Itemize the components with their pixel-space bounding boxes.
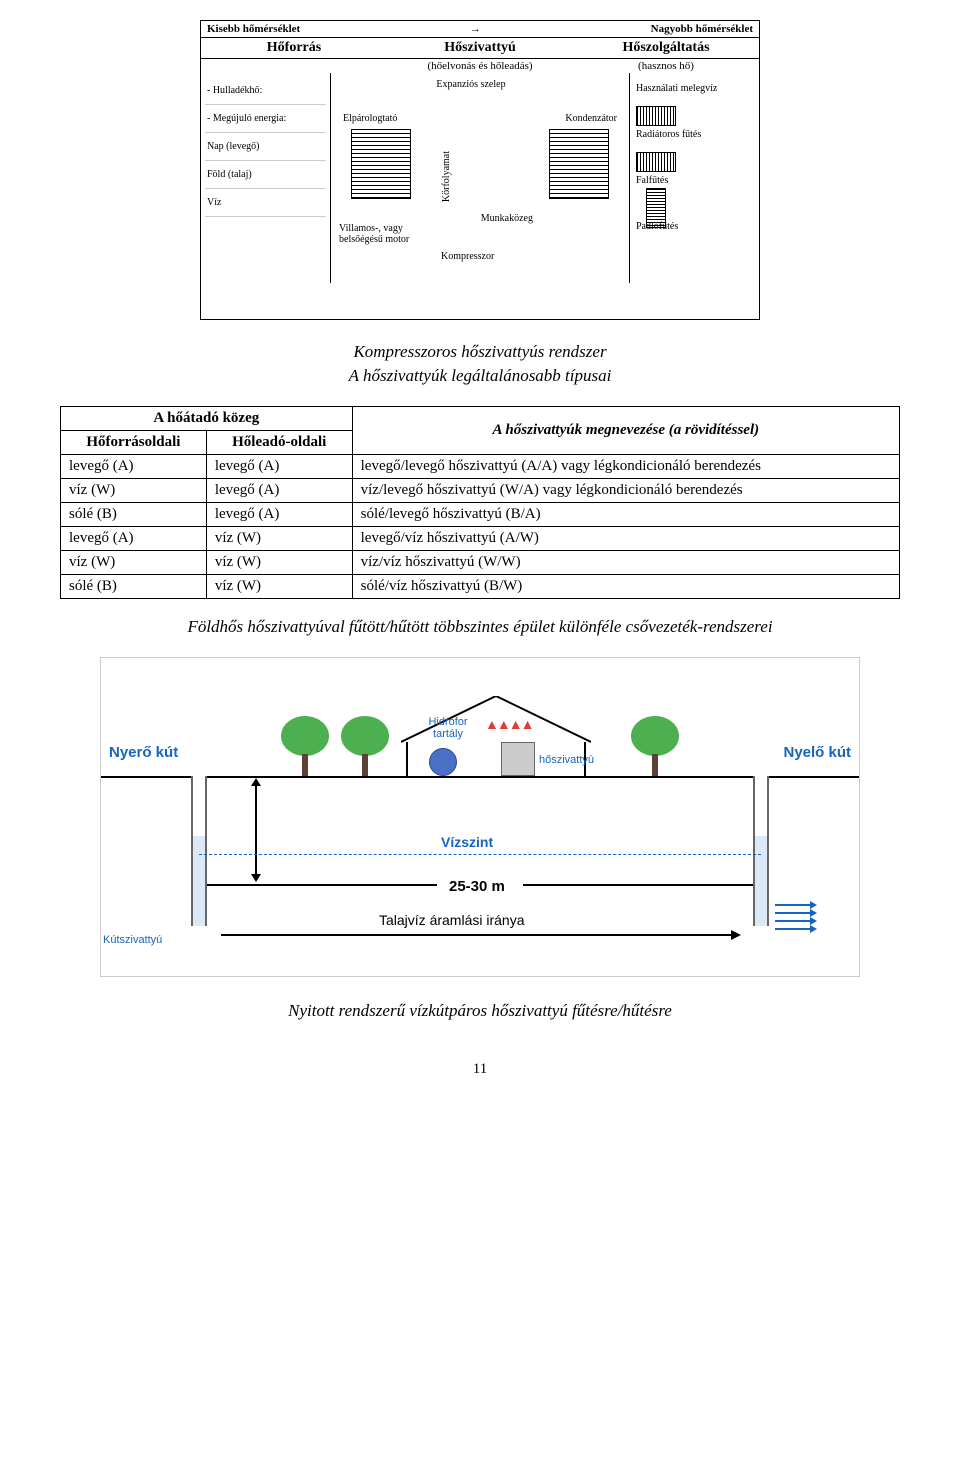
left-row: Nap (levegő)	[205, 133, 326, 161]
page-number: 11	[60, 1061, 900, 1078]
caption-3: Nyitott rendszerű vízkútpáros hőszivatty…	[60, 1001, 900, 1021]
table-row: víz (W)levegő (A)víz/levegő hőszivattyú …	[61, 478, 900, 502]
depth-arrow-icon	[523, 884, 753, 886]
table-row: levegő (A)levegő (A)levegő/levegő hősziv…	[61, 454, 900, 478]
label-depth: 25-30 m	[449, 878, 505, 895]
label-evaporator: Elpárologtató	[343, 113, 397, 124]
caption-1: Kompresszoros hőszivattyús rendszer A hő…	[60, 340, 900, 388]
table-sub-right: Hőleadó-oldali	[206, 430, 352, 454]
table-sub-left: Hőforrásoldali	[61, 430, 207, 454]
ground-line	[101, 776, 859, 778]
table-head-right: A hőszivattyúk megnevezése (a rövidítéss…	[352, 406, 899, 454]
label-nyelo-kut: Nyelő kút	[783, 744, 851, 761]
radiator-icon	[636, 106, 676, 126]
table-row: víz (W)víz (W)víz/víz hőszivattyú (W/W)	[61, 550, 900, 574]
water-level-line	[199, 854, 761, 855]
table-head-group: A hőátadó közeg	[61, 406, 353, 430]
label-groundwater-flow: Talajvíz áramlási iránya	[379, 912, 525, 928]
condenser-coil-icon	[549, 129, 609, 199]
left-row: - Megújuló energia:	[205, 105, 326, 133]
depth-arrow-icon	[207, 884, 437, 886]
right-row: Radiátoros fűtés	[634, 100, 755, 146]
label-condenser: Kondenzátor	[565, 113, 617, 124]
right-row: Falfűtés	[634, 146, 755, 192]
wall-heating-icon	[636, 152, 676, 172]
header-arrow: →	[470, 23, 481, 35]
evaporator-coil-icon	[351, 129, 411, 199]
label-hydrofor: Hidrofor tartály	[423, 716, 473, 740]
heat-pump-cycle-column: Expanziós szelep Elpárologtató Kondenzát…	[331, 73, 629, 283]
header-right: Nagyobb hőmérséklet	[651, 23, 753, 35]
left-row: Víz	[205, 189, 326, 217]
left-row: Föld (talaj)	[205, 161, 326, 189]
label-nyero-kut: Nyerő kút	[109, 744, 178, 761]
tree-icon	[341, 716, 389, 776]
depth-vertical-arrow-icon	[255, 780, 257, 880]
label-motor: Villamos-, vagy belsőégésű motor	[339, 223, 449, 245]
sub-col2: (hőelvonás és hőleadás)	[387, 59, 573, 73]
heat-arrows-icon: ▲▲▲▲	[485, 716, 532, 732]
label-compressor: Kompresszor	[441, 251, 494, 262]
tree-icon	[631, 716, 679, 776]
outflow-arrows-icon	[775, 898, 815, 936]
floor-heating-icon	[646, 188, 666, 228]
col-hoszivattyu: Hőszivattyú	[387, 38, 573, 58]
left-row: - Hulladékhő:	[205, 77, 326, 105]
label-well-pump: Kútszivattyú	[103, 934, 162, 946]
heat-pump-types-table: A hőátadó közeg A hőszivattyúk megnevezé…	[60, 406, 900, 599]
injection-well-icon	[753, 776, 769, 926]
production-well-icon	[191, 776, 207, 926]
table-row: sólé (B)levegő (A)sólé/levegő hőszivatty…	[61, 502, 900, 526]
col-hoszolgaltatas: Hőszolgáltatás	[573, 38, 759, 58]
col-hoforras: Hőforrás	[201, 38, 387, 58]
header-left: Kisebb hőmérséklet	[207, 23, 300, 35]
flow-arrow-icon	[221, 934, 739, 936]
caption-2: Földhős hőszivattyúval fűtött/hűtött töb…	[60, 617, 900, 637]
right-row: Használati melegvíz	[634, 77, 755, 100]
hydrofor-tank-icon	[429, 748, 457, 776]
label-water-level: Vízszint	[441, 834, 493, 850]
heat-source-column: - Hulladékhő: - Megújuló energia: Nap (l…	[201, 73, 331, 283]
right-row: Padlófűtés	[634, 192, 755, 238]
label-cycle: Körfolyamat	[441, 151, 452, 202]
heat-pump-system-diagram: Kisebb hőmérséklet → Nagyobb hőmérséklet…	[200, 20, 760, 320]
label-heat-pump: hőszivattyú	[539, 754, 594, 766]
open-loop-well-diagram: Nyerő kút Nyelő kút ▲▲▲▲ Hidrofor tartál…	[100, 657, 860, 977]
tree-icon	[281, 716, 329, 776]
heat-pump-unit-icon	[501, 742, 535, 776]
sub-col3: (hasznos hő)	[573, 59, 759, 73]
label-medium: Munkaközeg	[481, 213, 533, 224]
heat-delivery-column: Használati melegvíz Radiátoros fűtés Fal…	[629, 73, 759, 283]
table-row: sólé (B)víz (W)sólé/víz hőszivattyú (B/W…	[61, 574, 900, 598]
label-expansion-valve: Expanziós szelep	[431, 79, 511, 90]
table-row: levegő (A)víz (W)levegő/víz hőszivattyú …	[61, 526, 900, 550]
